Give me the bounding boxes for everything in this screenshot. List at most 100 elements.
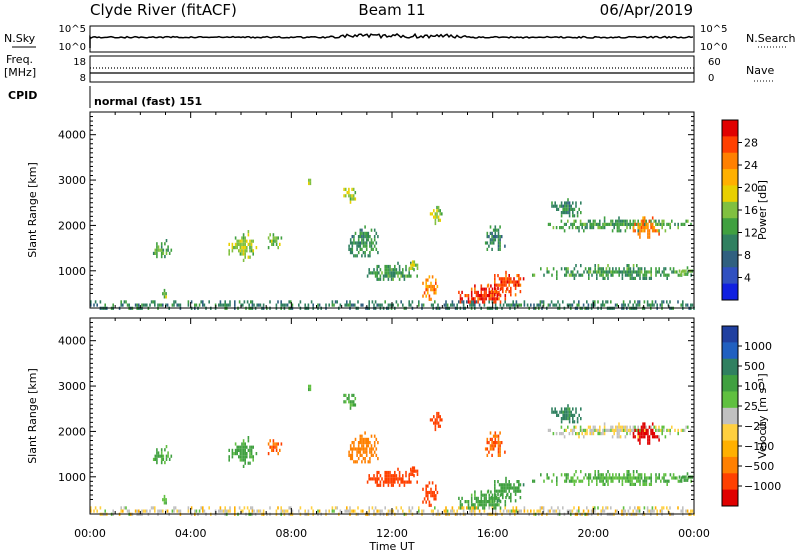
- velocity-cell: [433, 494, 435, 498]
- velocity-cell: [227, 509, 230, 513]
- velocity-cell: [616, 435, 619, 439]
- power-cell: [411, 263, 414, 267]
- velocity-cell: [661, 425, 663, 429]
- velocity-cell: [395, 474, 398, 478]
- power-cell: [152, 251, 155, 255]
- power-cell: [626, 264, 628, 268]
- power-cell: [637, 222, 640, 226]
- velocity-cell: [645, 428, 648, 432]
- power-cell: [369, 241, 371, 245]
- velocity-cell: [519, 496, 522, 500]
- power-cell: [356, 247, 358, 251]
- power-cell: [156, 251, 158, 255]
- colorbar-swatch: [722, 489, 738, 507]
- power-cell: [485, 287, 487, 291]
- power-cell: [221, 303, 223, 307]
- power-cell: [489, 225, 492, 229]
- velocity-cell: [632, 425, 635, 429]
- power-cell: [411, 260, 414, 264]
- velocity-cell: [348, 397, 350, 401]
- power-cell: [490, 284, 492, 288]
- velocity-cell: [250, 445, 253, 449]
- velocity-cell: [470, 506, 473, 510]
- power-cell: [661, 219, 663, 223]
- velocity-cell: [250, 452, 253, 456]
- power-cell: [662, 300, 665, 304]
- power-cell: [362, 231, 365, 235]
- freq-tick-top: 18: [73, 57, 86, 68]
- colorbar-swatch: [722, 218, 738, 236]
- power-cell: [627, 303, 630, 307]
- velocity-cell: [632, 428, 635, 432]
- velocity-cell: [594, 476, 596, 480]
- velocity-cell: [242, 455, 245, 459]
- velocity-cell: [622, 509, 625, 513]
- velocity-cell: [411, 469, 414, 473]
- velocity-cell: [559, 410, 561, 414]
- power-cell: [592, 300, 594, 304]
- colorbar-tick-label: −500: [744, 460, 774, 473]
- velocity-cell: [664, 479, 667, 483]
- power-cell: [152, 300, 154, 304]
- velocity-cell: [618, 473, 620, 477]
- power-cell: [160, 303, 162, 307]
- velocity-cell: [567, 473, 569, 477]
- velocity-cell: [434, 506, 436, 510]
- velocity-cell: [271, 445, 273, 449]
- velocity-cell: [686, 509, 689, 513]
- velocity-cell: [639, 473, 641, 477]
- velocity-cell: [499, 431, 501, 435]
- power-cell: [489, 238, 492, 242]
- power-cell: [659, 303, 662, 307]
- power-cell: [359, 228, 362, 232]
- power-cell: [613, 222, 615, 226]
- velocity-cell: [639, 482, 641, 486]
- power-cell: [647, 229, 649, 233]
- velocity-cell: [400, 477, 402, 481]
- power-cell: [459, 300, 462, 304]
- velocity-cell: [436, 411, 438, 416]
- velocity-cell: [572, 476, 574, 480]
- power-cell: [376, 271, 378, 275]
- power-cell: [656, 303, 658, 307]
- velocity-cell: [482, 503, 484, 507]
- power-cell: [568, 273, 571, 277]
- velocity-cell: [123, 506, 126, 510]
- velocity-cell: [357, 441, 360, 445]
- power-cell: [370, 247, 373, 251]
- power-cell: [618, 216, 620, 220]
- power-cell: [616, 219, 619, 223]
- power-cell: [430, 297, 432, 301]
- power-cell: [565, 222, 567, 226]
- power-cell: [483, 303, 486, 307]
- velocity-cell: [605, 479, 608, 483]
- power-cell: [680, 303, 682, 307]
- velocity-cell: [343, 393, 345, 397]
- power-cell: [584, 222, 587, 226]
- velocity-cell: [234, 448, 237, 452]
- velocity-cell: [668, 479, 670, 483]
- velocity-cell: [158, 509, 161, 513]
- power-cell: [677, 300, 679, 304]
- power-cell: [202, 303, 204, 307]
- power-cell: [631, 270, 633, 274]
- power-cell: [238, 239, 240, 243]
- velocity-cell: [392, 477, 394, 481]
- velocity-cell: [498, 489, 501, 493]
- power-cell: [592, 270, 595, 274]
- velocity-cell: [372, 447, 374, 451]
- velocity-cell: [548, 476, 550, 480]
- velocity-cell: [623, 428, 625, 432]
- velocity-cell: [648, 509, 650, 513]
- power-cell: [567, 211, 569, 215]
- velocity-cell: [615, 476, 617, 480]
- velocity-cell: [605, 506, 607, 510]
- power-cell: [616, 229, 619, 233]
- power-cell: [244, 246, 246, 250]
- power-cell: [344, 303, 346, 307]
- velocity-cell: [505, 496, 507, 500]
- power-cell: [605, 222, 607, 226]
- velocity-cell: [275, 448, 278, 452]
- power-cell: [381, 271, 383, 275]
- power-cell: [493, 297, 495, 301]
